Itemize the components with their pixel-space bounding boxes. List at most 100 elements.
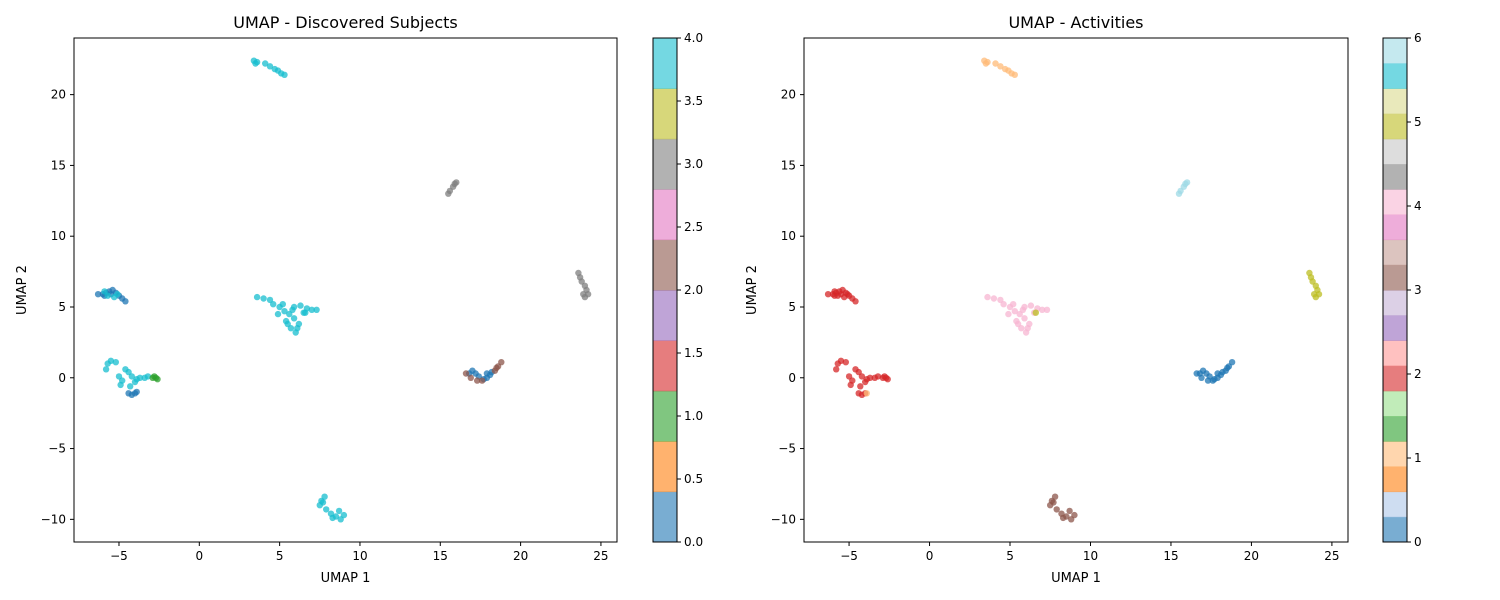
y-tick-label: 5: [788, 300, 796, 314]
y-tick-label: 20: [781, 88, 796, 102]
data-point: [290, 303, 298, 311]
data-point: [1198, 374, 1205, 381]
data-point: [117, 381, 124, 389]
colorbar-tick-label: 1.5: [684, 346, 703, 360]
data-point: [284, 320, 291, 328]
data-point: [1043, 306, 1051, 313]
x-tick-label: 20: [513, 549, 528, 563]
data-point: [290, 315, 298, 322]
data-point: [1027, 302, 1035, 309]
data-point: [1000, 301, 1007, 308]
y-tick-label: −5: [48, 442, 66, 456]
x-tick-label: 10: [352, 549, 367, 563]
x-tick-label: 5: [1006, 549, 1014, 563]
data-point: [858, 373, 866, 380]
colorbar-segment: [653, 38, 677, 89]
colorbar-tick-label: 1: [1414, 451, 1422, 465]
data-point: [266, 63, 274, 70]
data-point: [133, 388, 140, 396]
data-point: [1224, 364, 1231, 372]
data-point: [323, 506, 330, 513]
data-point: [335, 507, 343, 515]
data-point: [857, 383, 864, 390]
colorbar-segment: [1383, 113, 1407, 140]
data-point: [1066, 507, 1073, 515]
colorbar-segment: [653, 340, 677, 392]
data-point: [94, 291, 102, 298]
data-point: [1005, 310, 1012, 318]
colorbar-tick-label: 5: [1414, 115, 1422, 129]
data-point: [1014, 320, 1022, 328]
y-axis-label: UMAP 2: [15, 265, 30, 315]
x-ticks: −5 0 5 10 15 20 25: [110, 542, 609, 563]
data-point: [1021, 315, 1028, 322]
data-point: [1214, 374, 1221, 381]
colorbar-tick-label: 0: [1414, 535, 1422, 549]
colorbar-tick-label: 6: [1414, 31, 1422, 45]
data-point: [844, 291, 851, 298]
data-point: [834, 292, 841, 299]
colorbar-tick-label: 1.0: [684, 409, 703, 423]
x-tick-label: 25: [1324, 549, 1339, 563]
colorbar-tick-label: 2: [1414, 367, 1422, 381]
x-tick-label: 15: [433, 549, 448, 563]
colorbar-segment: [653, 491, 677, 543]
colorbar-segment: [1383, 138, 1407, 165]
colorbar: 0 1 2 3 4 5 6: [1382, 31, 1422, 549]
data-point: [297, 302, 304, 309]
y-tick-label: 10: [781, 229, 796, 243]
data-point: [151, 373, 158, 380]
data-point: [982, 60, 990, 67]
scatter-panel-activities: UMAP - Activities −5 0 5 10 15 20 25 −10−50510…: [745, 13, 1422, 586]
colorbar-segment: [1383, 441, 1407, 467]
data-point: [1183, 179, 1191, 186]
data-point: [824, 291, 832, 298]
colorbar-tick-label: 4.0: [684, 31, 703, 45]
data-point: [474, 377, 481, 384]
colorbar-segment: [1383, 516, 1407, 543]
colorbar-segment: [1383, 88, 1407, 115]
data-point: [984, 293, 991, 301]
data-point: [852, 298, 859, 305]
data-point: [281, 71, 288, 79]
colorbar-tick-label: 2.0: [684, 283, 703, 297]
y-axis-label: UMAP 2: [745, 265, 760, 315]
chart-title: UMAP - Activities: [1008, 13, 1143, 32]
colorbar-segment: [1383, 189, 1407, 215]
x-tick-label: 25: [593, 549, 608, 563]
data-point: [329, 514, 336, 522]
x-tick-label: 10: [1083, 549, 1098, 563]
data-point: [302, 309, 309, 316]
y-tick-label: −5: [778, 442, 796, 456]
points-layer: [94, 57, 592, 523]
colorbar-segment: [1383, 340, 1407, 367]
x-tick-label: 0: [926, 549, 934, 563]
data-point: [340, 511, 348, 519]
data-point: [107, 357, 115, 364]
colorbar-segment: [1383, 466, 1407, 493]
x-tick-label: 15: [1163, 549, 1178, 563]
data-point: [128, 373, 135, 380]
colorbar-segment: [653, 189, 677, 241]
data-point: [102, 366, 110, 373]
x-tick-label: −5: [110, 549, 128, 563]
data-point: [144, 373, 152, 380]
data-point: [498, 359, 505, 366]
x-axis-label: UMAP 1: [321, 571, 371, 586]
colorbar-tick-label: 3.0: [684, 157, 703, 171]
colorbar-segment: [1383, 491, 1407, 518]
x-ticks: −5 0 5 10 15 20 25: [840, 542, 1340, 563]
data-point: [260, 295, 267, 302]
data-point: [112, 359, 120, 366]
colorbar-segment: [1383, 239, 1407, 266]
data-point: [252, 60, 259, 67]
data-point: [122, 298, 129, 305]
data-point: [842, 359, 849, 366]
colorbar-segment: [1383, 38, 1407, 64]
y-tick-label: −10: [41, 512, 66, 526]
data-point: [281, 308, 288, 315]
colorbar-segment: [1383, 214, 1407, 241]
colorbar-segment: [1383, 164, 1407, 190]
colorbar-tick-label: 0.0: [684, 535, 703, 549]
